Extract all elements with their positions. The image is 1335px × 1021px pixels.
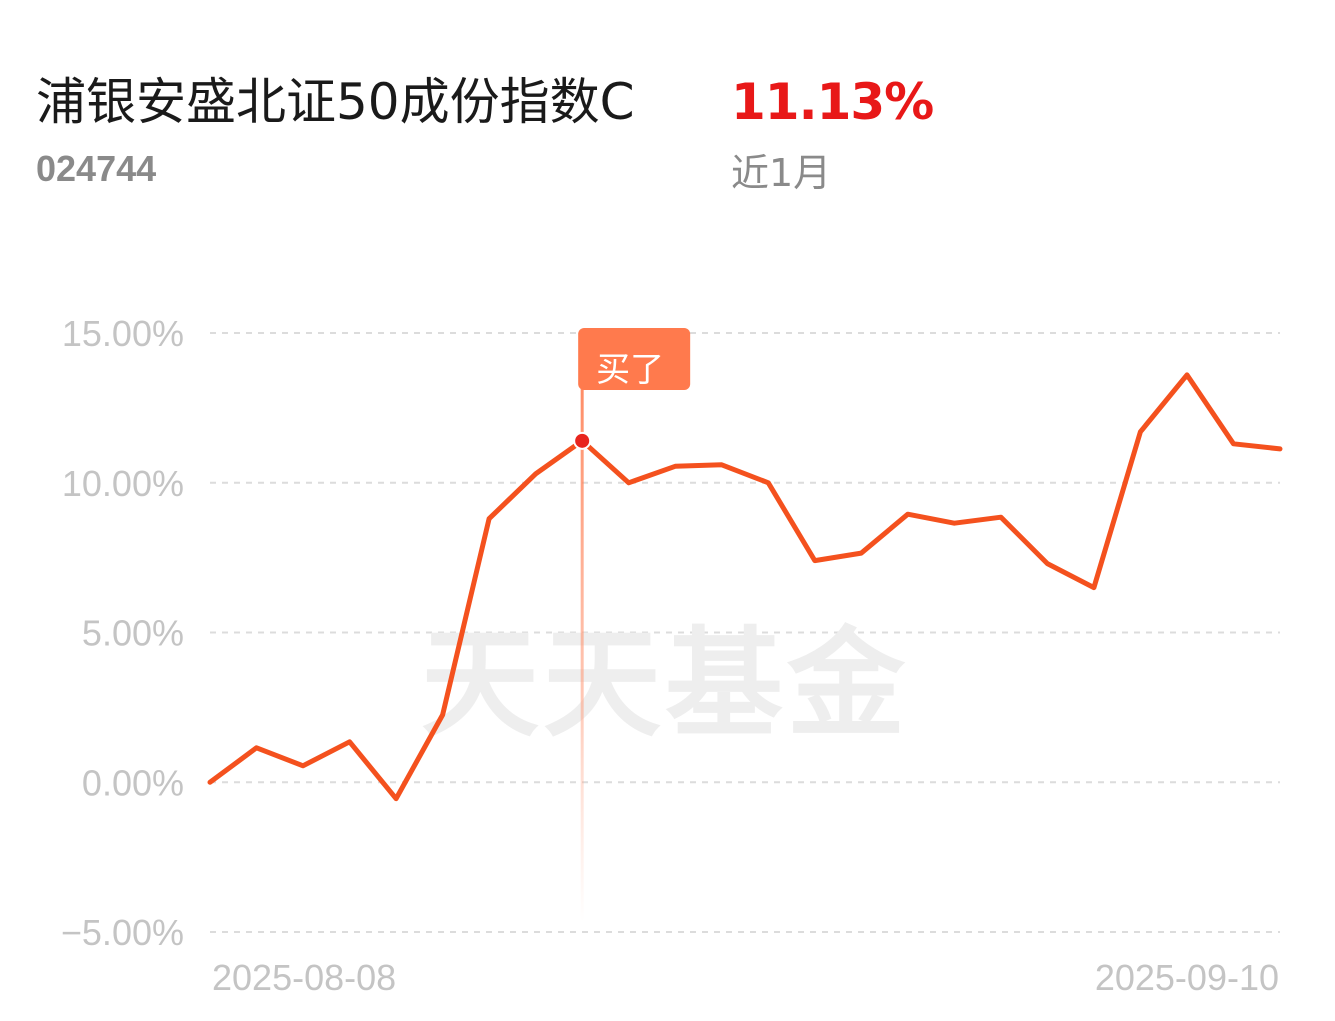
y-tick-label: 15.00% <box>62 313 184 354</box>
buy-marker[interactable]: 买了 <box>578 328 691 922</box>
period-label: 近1月 <box>731 151 832 195</box>
x-axis-ticks: 2025-08-08 2025-09-10 <box>212 957 1279 998</box>
data-point <box>532 470 540 478</box>
data-point <box>346 738 354 746</box>
data-point <box>718 461 726 469</box>
y-tick-label: 0.00% <box>82 762 184 803</box>
grid-lines <box>210 332 1280 933</box>
data-point <box>997 513 1005 521</box>
data-point <box>485 515 493 523</box>
buy-marker-label: 买了 <box>596 350 664 390</box>
data-point <box>1276 445 1284 453</box>
x-tick-start: 2025-08-08 <box>212 957 396 998</box>
buy-marker-line <box>580 362 584 922</box>
fund-name: 浦银安盛北证50成份指数C <box>36 73 635 131</box>
data-point <box>392 795 400 803</box>
data-point <box>671 462 679 470</box>
watermark-text: 天天基金 <box>421 614 909 753</box>
data-point <box>439 711 447 719</box>
buy-marker-flag[interactable] <box>578 328 691 390</box>
x-tick-end: 2025-09-10 <box>1095 957 1279 998</box>
fund-return-value: 11.13% <box>731 73 934 131</box>
series-layer <box>207 372 1283 802</box>
data-point <box>811 557 819 565</box>
data-point <box>1183 371 1191 379</box>
data-point <box>950 519 958 527</box>
point-layer <box>206 371 1284 803</box>
data-point <box>206 778 214 786</box>
data-point <box>764 479 772 487</box>
buy-point[interactable] <box>575 433 590 448</box>
data-point <box>857 549 865 557</box>
y-tick-label: 10.00% <box>62 463 184 504</box>
data-point <box>253 744 261 752</box>
data-point <box>1043 560 1051 568</box>
series-line <box>207 372 1283 802</box>
data-point <box>299 762 307 770</box>
data-point <box>1136 428 1144 436</box>
fund-code: 024744 <box>36 148 157 189</box>
data-point <box>904 510 912 518</box>
data-point <box>1229 440 1237 448</box>
data-point <box>625 479 633 487</box>
y-axis-ticks: 15.00% 10.00% 5.00% 0.00% −5.00% <box>61 313 184 953</box>
data-point <box>1090 584 1098 592</box>
y-tick-label: 5.00% <box>82 613 184 654</box>
y-tick-label: −5.00% <box>61 912 184 953</box>
